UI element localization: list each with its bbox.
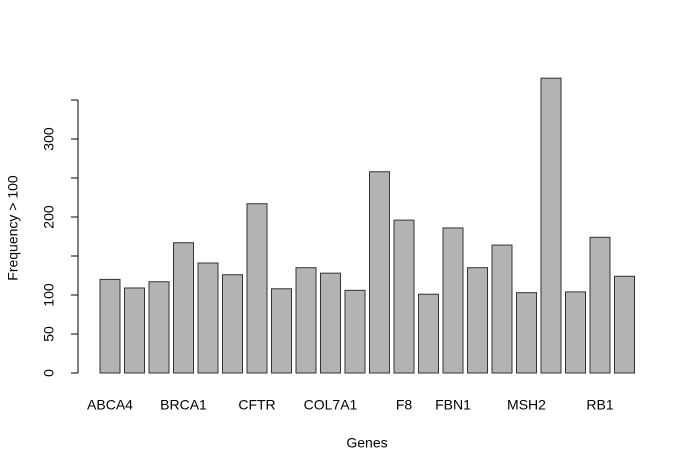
x-tick-label: F8 [396,397,413,413]
y-tick-label: 300 [41,127,57,151]
bar [418,293,439,374]
x-tick-label: MSH2 [507,397,546,413]
bar [246,203,268,374]
x-tick-label: ABCA4 [87,397,133,413]
bar [295,267,317,374]
x-tick-label: CFTR [238,397,275,413]
x-tick-label: COL7A1 [304,397,358,413]
bar [197,262,219,374]
bar [467,267,488,374]
bar [99,278,121,374]
x-tick-label: RB1 [586,397,613,413]
y-tick-label: 50 [41,326,57,342]
bar [344,289,366,374]
bar [442,227,464,374]
bar [565,291,586,374]
bar [589,236,611,374]
bar [491,244,513,374]
bar [614,275,635,374]
bar [516,292,537,374]
bar [540,77,562,374]
bar [393,219,415,374]
bar [222,274,243,374]
bar [124,287,145,374]
bar [369,171,390,374]
x-axis-label: Genes [346,435,387,451]
y-tick-label: 100 [41,283,57,307]
y-tick-label: 0 [41,369,57,377]
y-tick-label: 200 [41,205,57,229]
bar [173,242,194,374]
x-tick-label: BRCA1 [160,397,207,413]
bar [271,288,292,374]
bar [148,281,170,374]
bar [320,272,341,374]
y-axis-label: Frequency > 100 [5,175,21,281]
x-tick-label: FBN1 [435,397,471,413]
